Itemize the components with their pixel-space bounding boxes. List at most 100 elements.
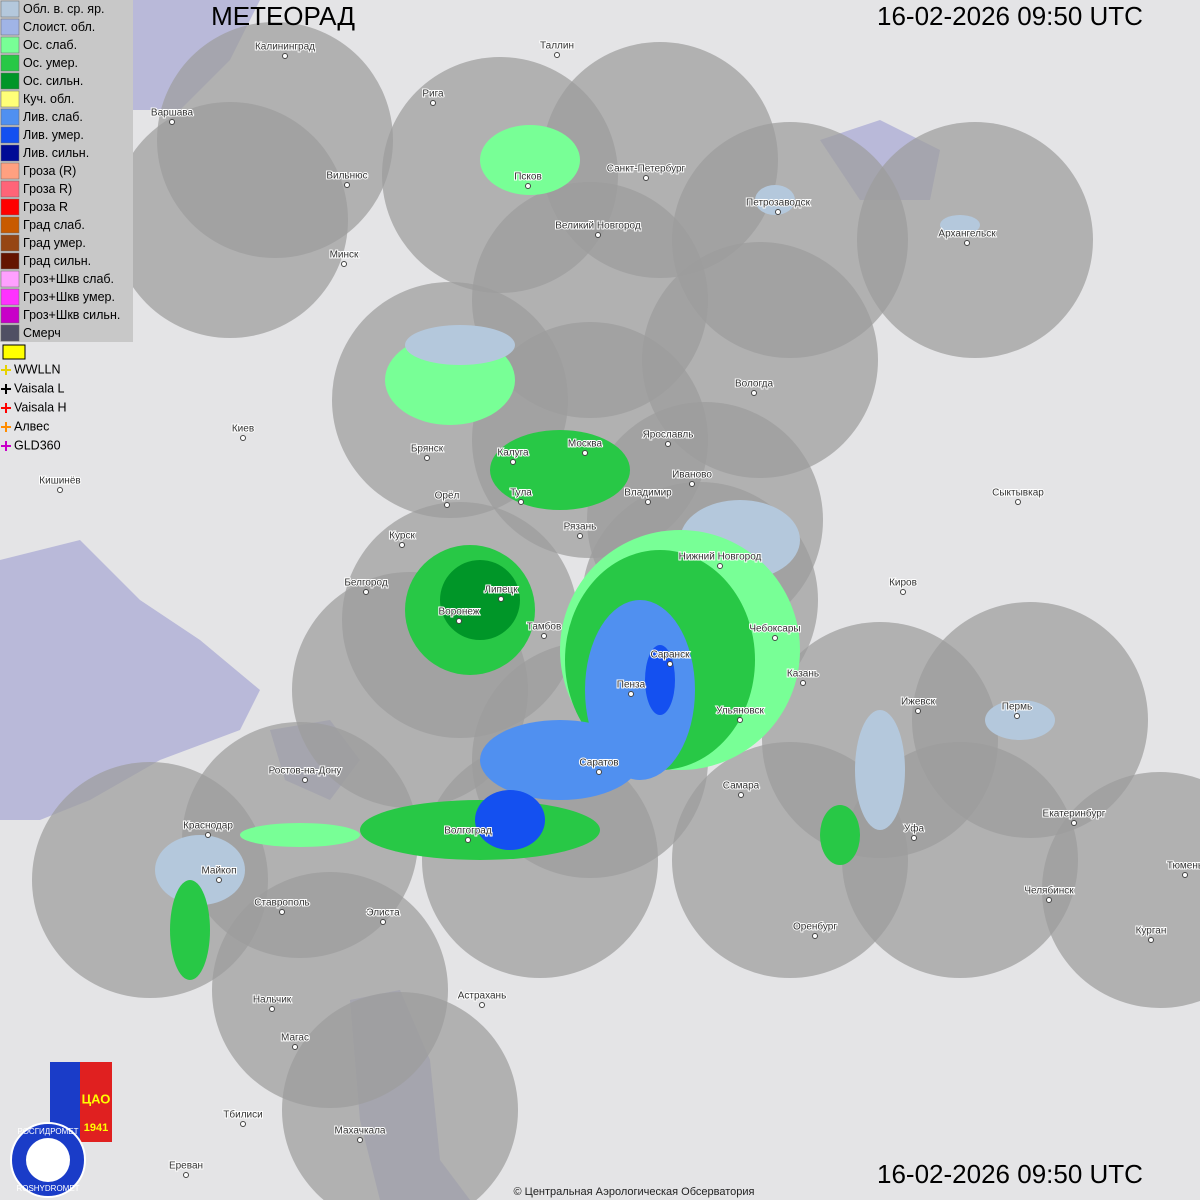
legend-swatch — [0, 198, 20, 216]
title: МЕТЕОРАД — [211, 1, 355, 31]
legend-swatch — [0, 72, 20, 90]
city-label: Архангельск — [938, 229, 996, 240]
city-dot — [518, 499, 524, 505]
legend-swatch — [0, 270, 20, 288]
city-label: Самара — [723, 781, 760, 792]
city-label: Вологда — [735, 379, 774, 390]
precip-area — [985, 700, 1055, 740]
logo-org: ЦАО — [82, 1091, 111, 1106]
city-dot — [279, 909, 285, 915]
legend-swatch — [0, 324, 20, 342]
city-label: Белгород — [344, 578, 388, 589]
legend-swatch — [0, 162, 20, 180]
city-label: Ульяновск — [716, 706, 764, 717]
city-label: Нальчик — [253, 995, 292, 1006]
legend-swatch — [0, 54, 20, 72]
legend-swatch — [0, 216, 20, 234]
legend-label: Лив. умер. — [23, 128, 84, 142]
legend-label: Гроз+Шкв слаб. — [23, 272, 114, 286]
city-label: Ижевск — [901, 697, 936, 708]
city-dot — [554, 52, 560, 58]
city-dot — [1015, 499, 1021, 505]
legend: Обл. в. ср. яр. Слоист. обл. Ос. слаб. Ос. … — [0, 0, 133, 452]
legend-label: Куч. обл. — [23, 92, 74, 106]
timestamp: 16-02-2026 09:50 UTC — [877, 1, 1143, 31]
city-dot — [1046, 897, 1052, 903]
city-dot — [772, 635, 778, 641]
city-dot — [911, 835, 917, 841]
legend-label: Слоист. обл. — [23, 20, 95, 34]
city-label: Великий Новгород — [555, 221, 641, 232]
city-label: Рязань — [564, 522, 597, 533]
precip-area — [475, 790, 545, 850]
precip-area — [820, 805, 860, 865]
legend-label: Гроза R) — [23, 182, 72, 196]
legend-swatch — [0, 252, 20, 270]
precip-area — [855, 710, 905, 830]
city-dot — [269, 1006, 275, 1012]
city-dot — [430, 100, 436, 106]
city-dot — [595, 232, 601, 238]
legend-label: Гроза R — [23, 200, 68, 214]
city-label: Брянск — [411, 444, 444, 455]
city-label: Махачкала — [335, 1126, 386, 1137]
precip-area — [480, 720, 640, 800]
lightning-label: Vaisala L — [14, 381, 65, 395]
coverage-circle — [112, 102, 348, 338]
city-label: Уфа — [904, 823, 925, 835]
legend-label: Лив. слаб. — [23, 110, 83, 124]
city-label: Варшава — [151, 108, 194, 119]
legend-swatch — [0, 126, 20, 144]
city-dot — [169, 119, 175, 125]
lightning-marker — [1, 403, 11, 413]
city-label: Иваново — [672, 470, 712, 481]
city-label: Оренбург — [793, 921, 837, 933]
city-dot — [380, 919, 386, 925]
city-label: Пенза — [617, 680, 646, 691]
city-label: Пермь — [1002, 702, 1032, 713]
lightning-label: Алвес — [14, 419, 49, 433]
city-dot — [465, 837, 471, 843]
city-label: Элиста — [366, 908, 400, 919]
precipitation — [155, 125, 1055, 980]
legend-swatch — [0, 306, 20, 324]
city-label: Ярославль — [643, 430, 694, 441]
black-sea — [0, 540, 260, 820]
city-label: Ставрополь — [254, 898, 310, 909]
city-dot — [737, 717, 743, 723]
lightning-label: WWLLN — [14, 362, 61, 376]
city-label: Рига — [422, 89, 444, 100]
precip-area — [405, 325, 515, 365]
city-label: Волгоград — [444, 826, 492, 837]
city-label: Псков — [514, 172, 542, 183]
city-label: Москва — [568, 439, 603, 450]
city-dot — [525, 183, 531, 189]
legend-label: Гроза (R) — [23, 164, 76, 178]
city-label: Калининград — [255, 42, 315, 53]
logo-year: 1941 — [84, 1122, 108, 1134]
city-dot — [812, 933, 818, 939]
city-dot — [800, 680, 806, 686]
city-label: Казань — [787, 669, 819, 680]
lightning-label: Vaisala H — [14, 400, 67, 414]
legend-swatch — [0, 90, 20, 108]
logo-ring-en: ROSHYDROMET — [16, 1184, 79, 1193]
legend-toggle[interactable] — [2, 344, 26, 360]
precip-area — [940, 215, 980, 235]
city-label: Чебоксары — [749, 623, 800, 635]
city-dot — [344, 182, 350, 188]
city-dot — [57, 487, 63, 493]
city-label: Магас — [281, 1033, 309, 1044]
city-label: Курган — [1136, 926, 1167, 937]
legend-label: Ос. слаб. — [23, 38, 77, 52]
city-label: Тамбов — [527, 621, 562, 633]
city-dot — [341, 261, 347, 267]
city-label: Воронеж — [438, 607, 479, 618]
legend-swatch — [0, 0, 20, 18]
legend-swatch — [0, 18, 20, 36]
logo: ЦАО 1941 РОСГИДРОМЕТ ROSHYDROMET — [10, 1062, 112, 1198]
city-label: Тбилиси — [223, 1109, 262, 1121]
precip-area — [155, 835, 245, 905]
city-dot — [645, 499, 651, 505]
